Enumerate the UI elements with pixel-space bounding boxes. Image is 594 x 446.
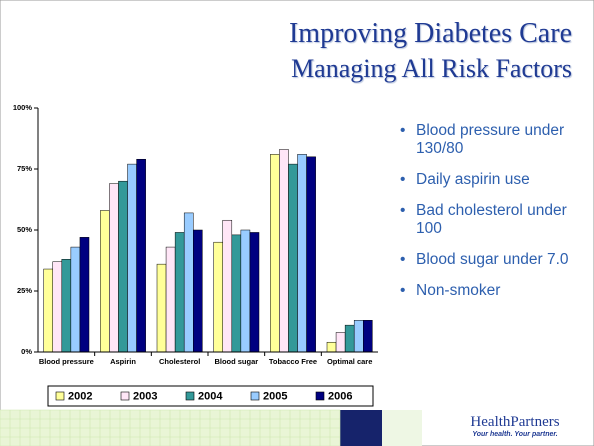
bar	[118, 180, 128, 353]
bar	[240, 229, 251, 353]
bullet: Non-smoker	[400, 282, 585, 300]
x-tick-label: Tobacco Free	[268, 357, 318, 366]
x-tick-label: Cholesterol	[159, 357, 201, 366]
bar	[193, 229, 203, 353]
bar	[183, 212, 194, 353]
footer-fade	[382, 410, 422, 446]
legend-label: 2006	[328, 390, 352, 402]
bar	[231, 234, 242, 353]
logo: HealthPartners Your health. Your partner…	[440, 414, 590, 438]
bar	[213, 241, 223, 353]
y-tick-label: 0%	[21, 347, 32, 356]
bar	[335, 332, 346, 353]
bullet-list: Blood pressure under 130/80 Daily aspirin…	[400, 122, 585, 313]
bar	[109, 183, 119, 353]
x-tick-label: Blood sugar	[214, 357, 259, 366]
x-tick-label: Aspirin	[110, 357, 136, 366]
bar	[43, 268, 53, 353]
legend-swatch	[120, 391, 130, 401]
bullet: Blood sugar under 7.0	[400, 251, 585, 269]
slide-subtitle: Managing All Risk Factors	[291, 54, 572, 83]
legend-label: 2003	[133, 390, 157, 402]
legend-label: 2002	[68, 390, 92, 402]
bar	[136, 158, 146, 353]
bar	[156, 263, 167, 353]
bar	[127, 163, 137, 353]
logo-name: HealthPartners	[470, 414, 560, 430]
bar	[270, 154, 280, 353]
bar	[100, 210, 110, 353]
legend-box	[47, 385, 374, 407]
bar	[353, 320, 364, 353]
bar	[306, 156, 316, 353]
bar	[288, 163, 298, 353]
y-tick-label: 75%	[17, 164, 32, 173]
bar	[52, 261, 63, 353]
bar	[61, 259, 72, 353]
bullet: Daily aspirin use	[400, 171, 585, 189]
bar	[222, 219, 233, 353]
legend-swatch	[315, 391, 325, 401]
bullet: Blood pressure under 130/80	[400, 122, 585, 158]
bar	[249, 232, 260, 353]
bar	[297, 154, 307, 353]
y-tick-label: 100%	[13, 103, 33, 112]
bar	[70, 246, 81, 353]
bar	[79, 237, 90, 353]
footer-grid	[0, 409, 341, 446]
bar	[165, 246, 176, 353]
bar	[174, 232, 185, 353]
logo-tagline: Your health. Your partner.	[472, 431, 558, 438]
slide-title: Improving Diabetes Care	[288, 18, 572, 49]
bar	[279, 149, 289, 353]
legend-label: 2005	[263, 390, 287, 402]
x-tick-label: Optimal care	[326, 357, 373, 366]
bar	[326, 341, 337, 353]
footer-block	[340, 410, 382, 446]
bar	[344, 324, 355, 353]
x-tick-label: Blood pressure	[38, 357, 94, 366]
legend-swatch	[55, 391, 65, 401]
bullet: Bad cholesterol under 100	[400, 202, 585, 238]
legend-swatch	[185, 391, 195, 401]
y-tick-label: 25%	[17, 286, 32, 295]
bar	[363, 320, 373, 353]
y-tick-label: 50%	[17, 225, 32, 234]
legend-swatch	[250, 391, 260, 401]
legend-label: 2004	[198, 390, 223, 402]
